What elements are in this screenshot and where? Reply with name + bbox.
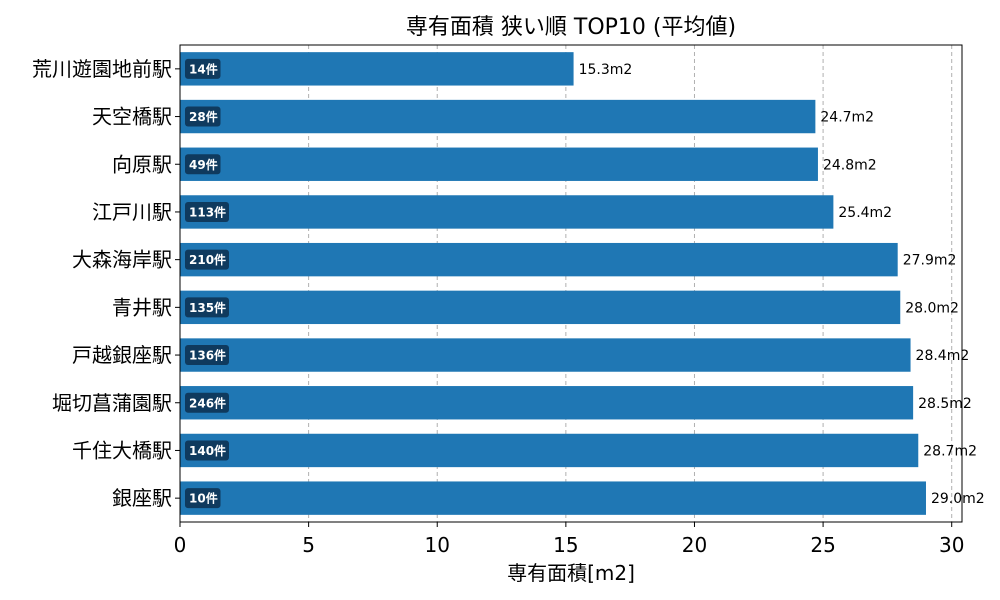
count-label: 136件: [189, 348, 226, 363]
count-badge: [185, 249, 229, 270]
bar: [180, 52, 574, 86]
bar: [180, 338, 911, 372]
category-label: 堀切菖蒲園駅: [52, 391, 172, 415]
count-label: 10件: [189, 491, 218, 506]
count-label: 14件: [189, 61, 218, 76]
count-label: 28件: [189, 109, 218, 124]
count-label: 49件: [189, 157, 218, 172]
bar: [180, 386, 914, 420]
value-label: 28.4m2: [916, 348, 970, 364]
x-tick-label: 25: [810, 533, 835, 557]
value-label: 28.0m2: [905, 300, 959, 316]
count-badge: [185, 106, 221, 127]
value-label: 29.0m2: [931, 491, 985, 507]
x-tick-label: 10: [425, 533, 450, 557]
category-label: 向原駅: [112, 152, 172, 176]
count-label: 113件: [189, 204, 226, 219]
count-badge: [185, 440, 229, 461]
category-label: 江戸川駅: [92, 200, 172, 224]
bar: [180, 433, 919, 468]
bar: [180, 290, 901, 325]
bar: [180, 195, 834, 229]
category-label: 戸越銀座駅: [72, 343, 172, 367]
value-label: 25.4m2: [838, 205, 892, 221]
count-badge: [185, 201, 229, 222]
count-badge: [185, 297, 229, 318]
count-badge: [185, 392, 229, 413]
plot-frame: [179, 44, 963, 523]
bars: 14件 15.3m2 28件 24.7m2 49件 24.8m2 113件 25.4m2 210…: [180, 52, 985, 515]
count-label: 210件: [189, 252, 226, 267]
count-badge: [185, 154, 221, 175]
category-label: 荒川遊園地前駅: [32, 57, 172, 81]
x-tick-label: 15: [553, 533, 578, 557]
count-label: 246件: [189, 395, 226, 410]
bar: [180, 99, 816, 134]
chart-title: 専有面積 狭い順 TOP10 (平均値): [406, 15, 736, 40]
bar: [180, 242, 898, 277]
count-label: 140件: [189, 443, 226, 458]
value-label: 24.7m2: [820, 110, 874, 126]
count-badge: [185, 58, 221, 79]
value-label: 15.3m2: [579, 62, 633, 78]
x-axis-label: 専有面積[m2]: [507, 561, 635, 585]
category-label: 天空橋駅: [92, 105, 172, 129]
count-badge: [185, 345, 229, 366]
category-label: 青井駅: [112, 295, 172, 319]
x-axis-ticks: 0 5 10 15 20 25 30: [174, 522, 964, 557]
category-labels: 荒川遊園地前駅天空橋駅向原駅江戸川駅大森海岸駅青井駅戸越銀座駅堀切菖蒲園駅千住大…: [32, 57, 180, 510]
count-label: 135件: [189, 300, 226, 315]
value-label: 24.8m2: [823, 157, 877, 173]
count-badge: [185, 488, 221, 509]
category-label: 銀座駅: [112, 486, 172, 510]
value-label: 28.7m2: [923, 443, 977, 459]
bar: [180, 147, 818, 181]
x-tick-label: 5: [302, 533, 315, 557]
category-label: 千住大橋駅: [72, 438, 172, 462]
x-tick-label: 30: [939, 533, 964, 557]
bar: [180, 481, 926, 515]
value-label: 28.5m2: [918, 396, 972, 412]
category-label: 大森海岸駅: [72, 248, 172, 272]
value-label: 27.9m2: [903, 253, 957, 269]
x-tick-label: 20: [682, 533, 707, 557]
x-tick-label: 0: [174, 533, 187, 557]
